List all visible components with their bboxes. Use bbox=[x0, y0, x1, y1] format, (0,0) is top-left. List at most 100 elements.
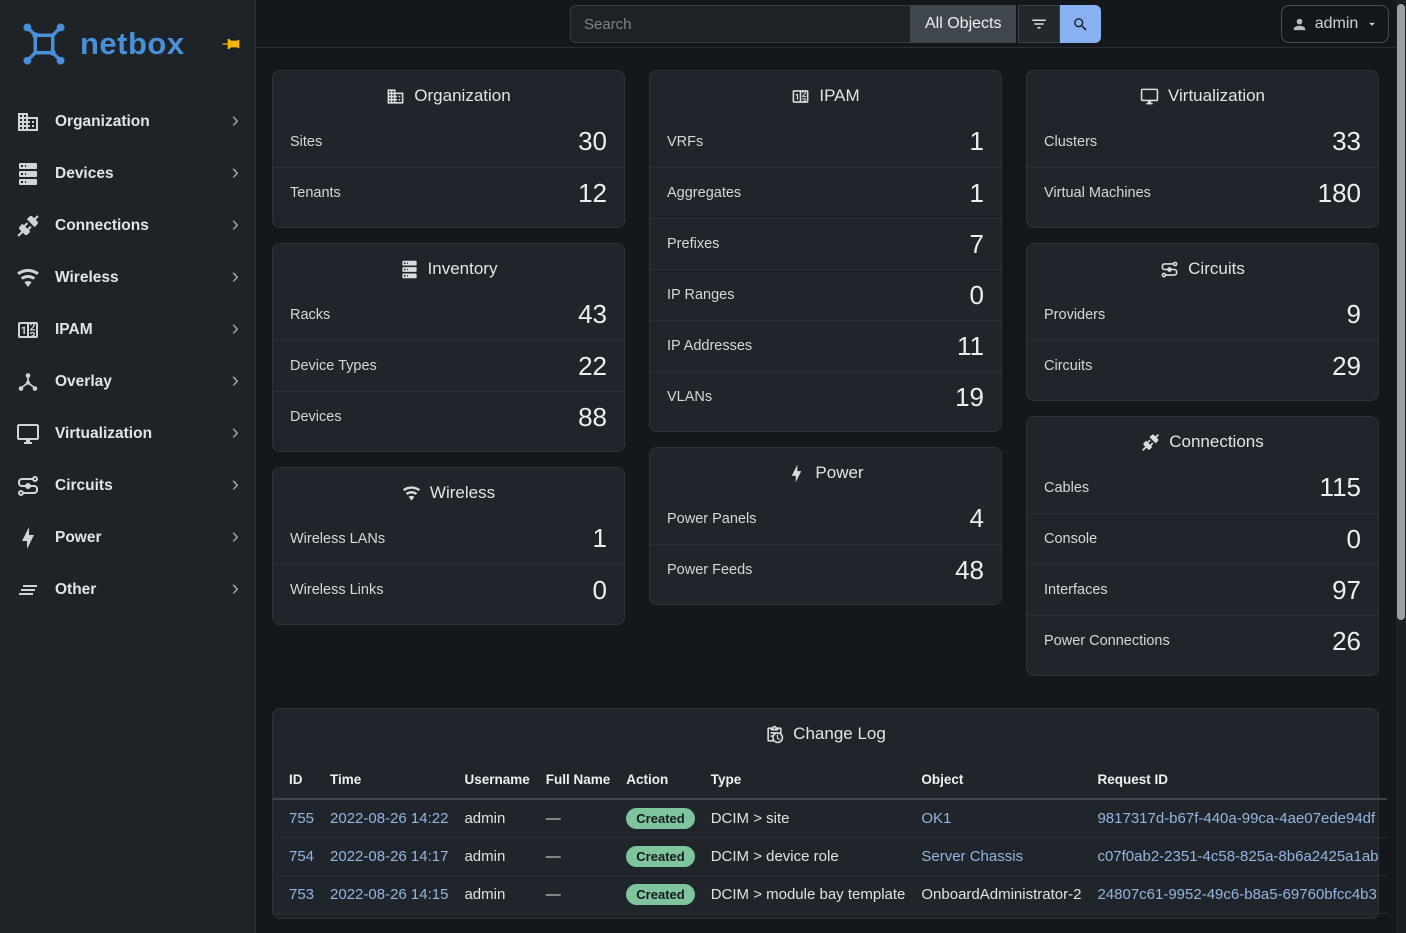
inventory-card: Inventory Racks 43 Device Types 22 Devic… bbox=[272, 243, 625, 452]
stat-row-power-connections[interactable]: Power Connections 26 bbox=[1027, 615, 1378, 666]
stat-row-wireless-lans[interactable]: Wireless LANs 1 bbox=[273, 513, 624, 564]
stat-row-wireless-links[interactable]: Wireless Links 0 bbox=[273, 564, 624, 615]
building-icon bbox=[16, 110, 40, 134]
stat-row-aggregates[interactable]: Aggregates 1 bbox=[650, 167, 1001, 218]
stat-row-circuits[interactable]: Circuits 29 bbox=[1027, 340, 1378, 391]
changelog-time-link[interactable]: 2022-08-26 14:15 bbox=[330, 886, 449, 903]
stat-row-power-feeds[interactable]: Power Feeds 48 bbox=[650, 544, 1001, 595]
changelog-object: OnboardAdministrator-2 bbox=[913, 875, 1090, 914]
graph-icon bbox=[16, 370, 40, 394]
sidebar-item-wireless[interactable]: Wireless › bbox=[0, 252, 255, 304]
card-title: Inventory bbox=[273, 244, 624, 289]
card-title: Virtualization bbox=[1027, 71, 1378, 116]
column-header-action: Action bbox=[618, 762, 703, 800]
stat-row-tenants[interactable]: Tenants 12 bbox=[273, 167, 624, 218]
stat-value: 0 bbox=[1346, 523, 1361, 554]
stat-row-interfaces[interactable]: Interfaces 97 bbox=[1027, 564, 1378, 615]
stat-row-clusters[interactable]: Clusters 33 bbox=[1027, 116, 1378, 167]
changelog-id-link[interactable]: 755 bbox=[289, 810, 315, 827]
stat-row-power-panels[interactable]: Power Panels 4 bbox=[650, 493, 1001, 544]
search-group: All Objects bbox=[570, 5, 1102, 43]
stat-label: Wireless LANs bbox=[290, 530, 386, 547]
stat-value: 0 bbox=[969, 279, 984, 310]
stat-row-prefixes[interactable]: Prefixes 7 bbox=[650, 218, 1001, 269]
sidebar-item-virtualization[interactable]: Virtualization › bbox=[0, 408, 255, 460]
changelog-object-link[interactable]: Server Chassis bbox=[921, 848, 1024, 865]
chevron-right-icon: › bbox=[231, 419, 239, 444]
stat-value: 180 bbox=[1317, 177, 1361, 208]
stat-row-sites[interactable]: Sites 30 bbox=[273, 116, 624, 167]
card-title-text: Wireless bbox=[429, 483, 496, 502]
sidebar-item-label: Connections bbox=[55, 217, 149, 234]
route-icon bbox=[1160, 260, 1179, 279]
user-menu-button[interactable]: admin bbox=[1281, 5, 1389, 43]
sidebar-item-power[interactable]: Power › bbox=[0, 512, 255, 564]
chevron-right-icon: › bbox=[231, 263, 239, 288]
stat-label: Providers bbox=[1044, 306, 1106, 323]
netbox-logo[interactable] bbox=[16, 16, 72, 72]
pin-icon[interactable] bbox=[221, 34, 241, 54]
stat-label: IP Addresses bbox=[667, 338, 753, 354]
scrollbar-thumb[interactable] bbox=[1397, 4, 1405, 620]
sidebar-item-label: Wireless bbox=[55, 269, 119, 286]
sidebar-item-circuits[interactable]: Circuits › bbox=[0, 460, 255, 512]
filter-button[interactable] bbox=[1018, 5, 1061, 43]
changelog-time-link[interactable]: 2022-08-26 14:17 bbox=[330, 848, 449, 865]
changelog-username: admin bbox=[456, 837, 538, 876]
clipboard-clock-icon bbox=[765, 725, 784, 744]
organization-card: Organization Sites 30 Tenants 12 bbox=[272, 70, 625, 228]
changelog-request-id-link[interactable]: 9817317d-b67f-440a-99ca-4ae07ede94df bbox=[1097, 810, 1376, 827]
stat-row-racks[interactable]: Racks 43 bbox=[273, 289, 624, 340]
stat-row-device-types[interactable]: Device Types 22 bbox=[273, 340, 624, 391]
object-type-button[interactable]: All Objects bbox=[910, 5, 1017, 43]
stat-row-devices[interactable]: Devices 88 bbox=[273, 391, 624, 442]
table-header-row: ID Time Username Full Name Action Type O… bbox=[273, 762, 1387, 800]
stat-row-cables[interactable]: Cables 115 bbox=[1027, 462, 1378, 513]
stat-row-ip-addresses[interactable]: IP Addresses 11 bbox=[650, 320, 1001, 371]
stat-value: 19 bbox=[955, 381, 984, 412]
card-title: Organization bbox=[273, 71, 624, 116]
sidebar-item-label: IPAM bbox=[55, 321, 93, 338]
sidebar-item-other[interactable]: Other › bbox=[0, 564, 255, 616]
changelog-object-link[interactable]: OK1 bbox=[921, 810, 952, 827]
changelog-request-id-link[interactable]: c07f0ab2-2351-4c58-825a-8b6a2425a1ab bbox=[1097, 848, 1379, 865]
lightning-icon bbox=[787, 464, 806, 483]
user-name: admin bbox=[1314, 15, 1359, 32]
sidebar-item-ipam[interactable]: IPAM › bbox=[0, 304, 255, 356]
stat-label: Device Types bbox=[290, 358, 377, 374]
stat-label: Cables bbox=[1044, 479, 1090, 496]
search-input[interactable] bbox=[570, 5, 910, 43]
changelog-request-id-link[interactable]: 24807c61-9952-49c6-b8a5-69760bfcc4b3 bbox=[1097, 886, 1377, 903]
card-title: Connections bbox=[1027, 417, 1378, 462]
changelog-id-link[interactable]: 754 bbox=[289, 848, 315, 865]
stat-row-ip-ranges[interactable]: IP Ranges 0 bbox=[650, 269, 1001, 320]
brand-name[interactable]: netbox bbox=[80, 26, 185, 61]
stat-value: 9 bbox=[1346, 299, 1361, 329]
stat-row-console[interactable]: Console 0 bbox=[1027, 513, 1378, 564]
connections-card: Connections Cables 115 Console 0 Interfa… bbox=[1026, 416, 1379, 676]
stat-label: Aggregates bbox=[667, 185, 742, 201]
card-title: Circuits bbox=[1027, 244, 1378, 289]
server-icon bbox=[16, 162, 40, 186]
sidebar-item-organization[interactable]: Organization › bbox=[0, 96, 255, 148]
stat-label: Power Feeds bbox=[667, 562, 753, 578]
column-header-fullname: Full Name bbox=[537, 762, 619, 800]
stat-row-vlans[interactable]: VLANs 19 bbox=[650, 371, 1001, 422]
changelog-time-link[interactable]: 2022-08-26 14:22 bbox=[330, 810, 449, 827]
filter-icon bbox=[1030, 15, 1048, 33]
sidebar-item-devices[interactable]: Devices › bbox=[0, 148, 255, 200]
column-header-time: Time bbox=[322, 762, 457, 800]
sidebar-item-overlay[interactable]: Overlay › bbox=[0, 356, 255, 408]
scrollbar-track[interactable] bbox=[1396, 0, 1406, 933]
sidebar-item-connections[interactable]: Connections › bbox=[0, 200, 255, 252]
virtualization-card: Virtualization Clusters 33 Virtual Machi… bbox=[1026, 70, 1379, 228]
stat-value: 43 bbox=[578, 299, 607, 329]
stat-row-vrfs[interactable]: VRFs 1 bbox=[650, 116, 1001, 167]
changelog-id-link[interactable]: 753 bbox=[289, 886, 315, 903]
chevron-right-icon: › bbox=[231, 315, 239, 340]
stat-value: 1 bbox=[969, 126, 984, 156]
stat-value: 11 bbox=[957, 330, 984, 361]
stat-row-virtual-machines[interactable]: Virtual Machines 180 bbox=[1027, 167, 1378, 218]
stat-row-providers[interactable]: Providers 9 bbox=[1027, 289, 1378, 340]
search-button[interactable] bbox=[1060, 5, 1102, 43]
